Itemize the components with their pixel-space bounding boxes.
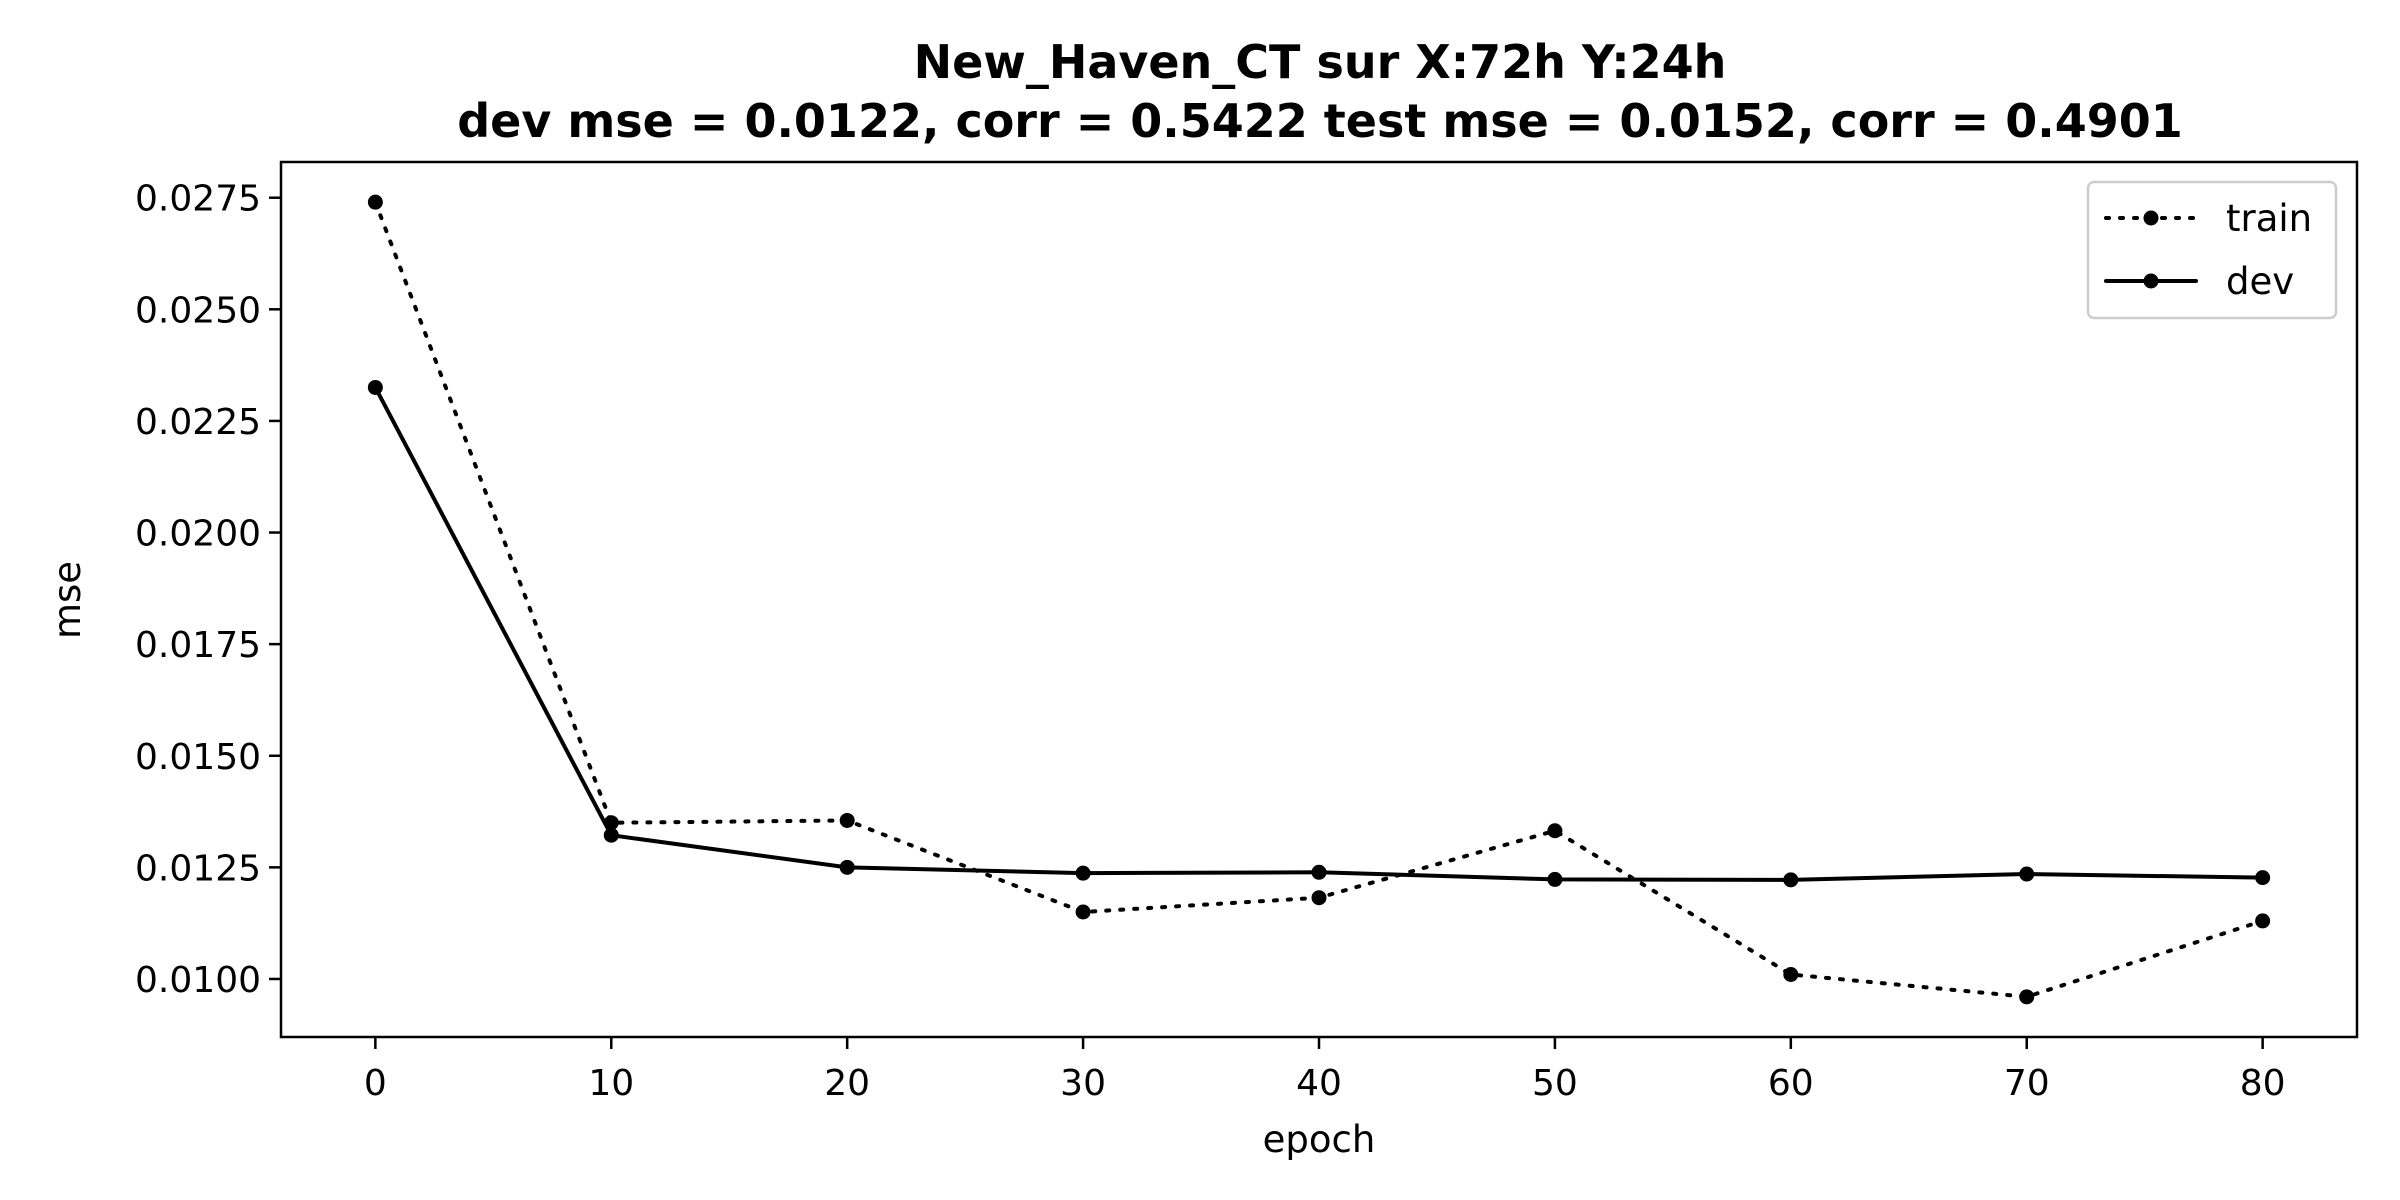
legend-marker-train xyxy=(2143,210,2159,226)
data-point-dev xyxy=(2255,870,2271,886)
x-axis-label: epoch xyxy=(1263,1118,1376,1161)
data-point-dev xyxy=(1075,865,1091,881)
y-tick-label: 0.0125 xyxy=(135,848,261,889)
data-point-dev xyxy=(367,379,383,395)
x-tick-label: 60 xyxy=(1768,1063,1814,1104)
x-tick-label: 30 xyxy=(1060,1063,1106,1104)
y-tick-label: 0.0200 xyxy=(135,514,261,555)
x-tick-label: 70 xyxy=(2004,1063,2050,1104)
data-point-dev xyxy=(603,827,619,843)
data-point-dev xyxy=(839,859,855,875)
data-point-dev xyxy=(1311,864,1327,880)
y-tick-label: 0.0150 xyxy=(135,737,261,778)
data-point-train xyxy=(1075,904,1091,920)
data-point-train xyxy=(2019,989,2035,1005)
x-axis: 0 10 20 30 40 50 60 70 80 xyxy=(364,1037,2286,1104)
data-point-dev xyxy=(1783,872,1799,888)
data-point-dev xyxy=(1547,871,1563,887)
data-point-train xyxy=(1547,823,1563,839)
y-axis: 0.0100 0.0125 0.0150 0.0175 0.0200 0.0225 0.02… xyxy=(135,179,281,1001)
series-line-dev xyxy=(373,385,2265,882)
data-point-train xyxy=(367,194,383,210)
data-lines xyxy=(367,194,2271,1005)
plot-frame xyxy=(279,160,2359,1039)
x-tick-label: 40 xyxy=(1296,1063,1342,1104)
x-tick-label: 10 xyxy=(588,1063,634,1104)
y-axis-label: mse xyxy=(46,561,89,639)
y-tick-label: 0.0100 xyxy=(135,960,261,1001)
legend-marker-dev xyxy=(2143,273,2159,289)
data-point-dev xyxy=(2019,866,2035,882)
legend: train dev xyxy=(2086,180,2338,320)
y-tick-label: 0.0175 xyxy=(135,625,261,666)
x-tick-label: 20 xyxy=(824,1063,870,1104)
x-tick-label: 0 xyxy=(364,1063,387,1104)
data-point-train xyxy=(2255,913,2271,929)
x-tick-label: 50 xyxy=(1532,1063,1578,1104)
data-point-train xyxy=(1311,890,1327,906)
chart-subtitle: dev mse = 0.0122, corr = 0.5422 test mse… xyxy=(457,94,2183,148)
y-tick-label: 0.0250 xyxy=(135,290,261,331)
data-point-train xyxy=(1783,967,1799,982)
x-tick-label: 80 xyxy=(2240,1063,2286,1104)
chart-title: New_Haven_CT sur X:72h Y:24h xyxy=(914,35,1727,89)
legend-label-train: train xyxy=(2226,197,2312,240)
legend-label-dev: dev xyxy=(2226,260,2294,303)
data-point-train xyxy=(839,812,855,828)
y-tick-label: 0.0275 xyxy=(135,179,261,220)
y-tick-label: 0.0225 xyxy=(135,402,261,443)
